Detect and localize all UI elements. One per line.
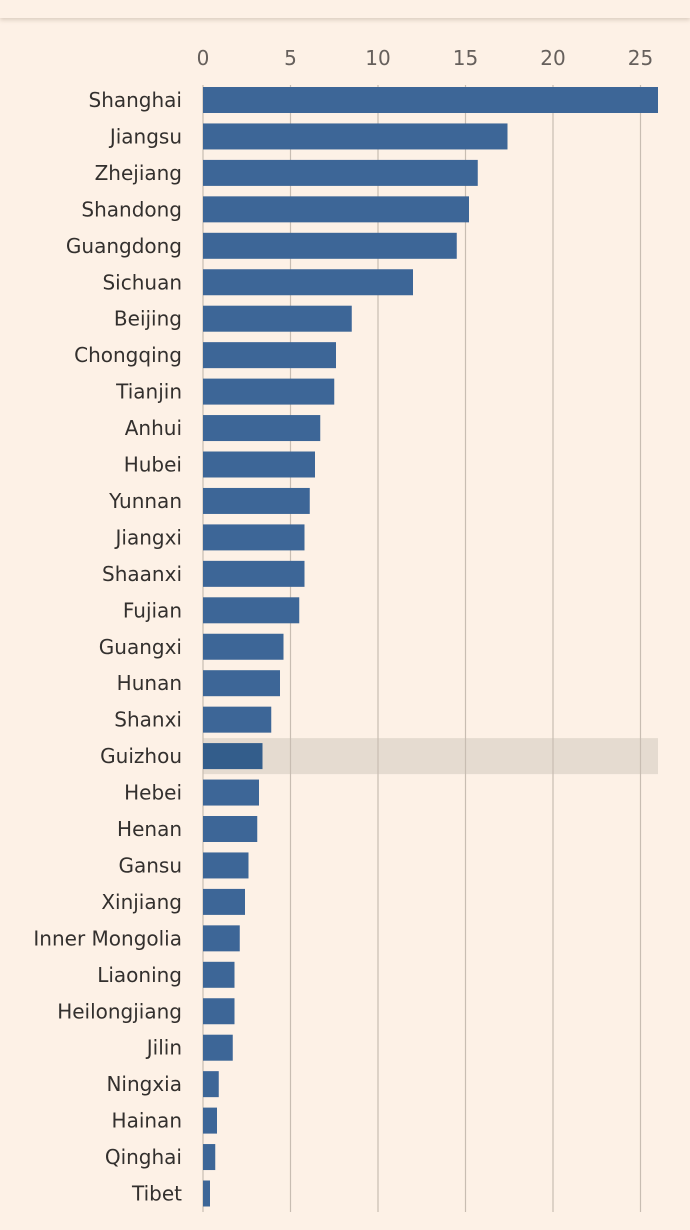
x-tick-label: 10 — [365, 46, 390, 70]
category-label: Jilin — [145, 1036, 182, 1060]
highlight-band — [203, 738, 658, 775]
category-label: Hebei — [124, 781, 182, 805]
bar — [203, 852, 249, 879]
bar — [203, 269, 413, 296]
bar — [203, 1180, 210, 1207]
category-label: Guangxi — [99, 635, 182, 659]
category-label: Beijing — [114, 307, 182, 331]
bar — [203, 196, 469, 223]
bar — [203, 998, 235, 1025]
highlight-layer — [203, 738, 658, 775]
category-label: Shandong — [81, 197, 182, 221]
category-label: Shanghai — [89, 88, 183, 112]
bar — [203, 123, 508, 150]
bar — [203, 560, 305, 587]
category-label: Yunnan — [108, 489, 182, 513]
category-label: Sichuan — [102, 270, 182, 294]
category-label: Jiangxi — [114, 525, 182, 549]
bar — [203, 961, 235, 988]
bar — [203, 670, 280, 697]
bar — [203, 706, 272, 733]
category-label: Fujian — [123, 598, 182, 622]
category-label: Chongqing — [74, 343, 182, 367]
bar — [203, 779, 259, 806]
category-label: Xinjiang — [101, 890, 182, 914]
category-label: Shaanxi — [102, 562, 182, 586]
category-label: Anhui — [125, 416, 182, 440]
x-axis-ticks: 0 5 10 15 20 25 — [197, 46, 654, 70]
x-tick-label: 25 — [628, 46, 653, 70]
bar — [203, 743, 263, 770]
bar-layer — [203, 87, 658, 1207]
category-label: Hunan — [117, 671, 182, 695]
x-tick-label: 5 — [284, 46, 297, 70]
category-label: Gansu — [118, 853, 182, 877]
category-label: Jiangsu — [108, 124, 182, 148]
category-label: Inner Mongolia — [33, 926, 182, 950]
x-tick-label: 20 — [540, 46, 565, 70]
category-label: Qinghai — [105, 1145, 182, 1169]
category-label: Guangdong — [66, 234, 182, 258]
category-label: Tianjin — [115, 380, 182, 404]
x-tick-label: 15 — [453, 46, 478, 70]
category-label: Shanxi — [114, 708, 182, 732]
category-label: Heilongjiang — [57, 999, 182, 1023]
bar — [203, 524, 305, 551]
bar — [203, 415, 321, 442]
bar — [203, 305, 352, 332]
bar — [203, 487, 310, 514]
category-label: Zhejiang — [95, 161, 182, 185]
bar — [203, 1144, 216, 1171]
bar — [203, 925, 240, 952]
category-label: Guizhou — [100, 744, 182, 768]
category-label: Henan — [117, 817, 182, 841]
bar — [203, 451, 315, 478]
x-tick-label: 0 — [197, 46, 210, 70]
bar — [203, 816, 258, 842]
bar — [203, 1107, 217, 1134]
bar — [203, 633, 284, 660]
bar — [203, 1034, 233, 1061]
bar — [203, 232, 457, 259]
bar — [203, 597, 300, 624]
bar — [203, 888, 245, 915]
y-axis-labels: Shanghai Jiangsu Zhejiang Shandong Guangdong… — [33, 88, 182, 1206]
category-label: Ningxia — [106, 1072, 182, 1096]
category-label: Liaoning — [97, 963, 182, 987]
bar — [203, 87, 658, 113]
bar — [203, 378, 335, 405]
bar — [203, 342, 336, 369]
bar — [203, 159, 478, 186]
category-label: Hainan — [112, 1109, 182, 1133]
bar — [203, 1071, 219, 1098]
category-label: Hubei — [124, 453, 182, 477]
category-label: Tibet — [131, 1182, 182, 1206]
top-card-edge — [0, 0, 690, 18]
